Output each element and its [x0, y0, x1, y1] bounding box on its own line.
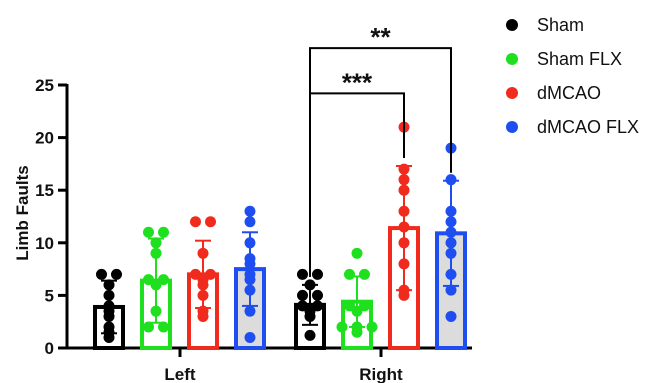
data-point — [205, 268, 216, 280]
significance-brackets: ***** — [309, 22, 452, 277]
legend-label: Sham FLX — [537, 49, 622, 69]
data-point — [351, 321, 363, 333]
data-point — [312, 300, 323, 312]
data-point — [366, 321, 378, 333]
data-point — [445, 216, 457, 228]
data-points — [96, 121, 457, 343]
significance-bracket — [309, 47, 452, 277]
data-point — [297, 300, 308, 312]
data-point — [445, 226, 457, 238]
data-point — [143, 321, 154, 333]
data-point — [143, 226, 154, 238]
data-point — [244, 237, 256, 249]
data-point — [96, 268, 107, 280]
legend-marker — [506, 19, 518, 31]
data-point — [244, 253, 256, 265]
data-point — [344, 268, 355, 280]
data-point — [103, 289, 115, 301]
y-tick-label: 10 — [35, 234, 54, 253]
y-axis-title: Limb Faults — [13, 165, 32, 260]
data-point — [244, 331, 256, 343]
data-point — [336, 321, 348, 333]
data-point — [445, 247, 457, 259]
legend-marker — [506, 121, 518, 133]
data-point — [445, 310, 457, 322]
legend: Sham Sham FLX dMCAO dMCAO FLX — [506, 15, 639, 137]
data-point — [297, 289, 308, 301]
data-point — [150, 237, 162, 249]
y-axis: 0 5 10 15 20 25 — [35, 76, 69, 358]
data-point — [244, 216, 256, 228]
data-point — [304, 279, 316, 291]
data-point — [445, 237, 457, 249]
data-point — [398, 174, 410, 186]
y-tick-label: 15 — [35, 181, 54, 200]
y-tick-label: 25 — [35, 76, 54, 95]
data-point — [398, 284, 410, 296]
y-tick-label: 20 — [35, 129, 54, 148]
x-axis: Left Right — [65, 346, 472, 383]
data-point — [304, 329, 316, 341]
legend-label: dMCAO — [537, 83, 601, 103]
data-point — [150, 305, 162, 317]
data-point — [103, 321, 115, 333]
data-point — [344, 300, 355, 312]
data-point — [359, 268, 370, 280]
data-point — [103, 279, 115, 291]
x-tick-label: Right — [359, 365, 403, 383]
data-point — [244, 268, 256, 280]
data-point — [445, 205, 457, 217]
data-point — [244, 205, 256, 217]
data-point — [190, 216, 201, 228]
data-point — [197, 305, 209, 317]
data-point — [398, 221, 410, 233]
legend-label: Sham — [537, 15, 584, 35]
legend-label: dMCAO FLX — [537, 117, 639, 137]
data-point — [158, 321, 169, 333]
data-point — [398, 237, 410, 249]
data-point — [244, 305, 256, 317]
y-tick-label: 5 — [45, 286, 54, 305]
legend-marker — [506, 87, 518, 99]
data-point — [158, 226, 169, 238]
data-point — [398, 205, 410, 217]
data-point — [111, 268, 122, 280]
data-point — [150, 247, 162, 259]
data-point — [359, 300, 370, 312]
y-tick-label: 0 — [45, 339, 54, 358]
data-point — [197, 247, 209, 259]
data-point — [297, 268, 308, 280]
data-point — [445, 174, 457, 186]
legend-marker — [506, 53, 518, 65]
x-tick-label: Left — [164, 365, 196, 383]
data-point — [398, 184, 410, 196]
data-point — [158, 274, 169, 286]
data-point — [190, 268, 201, 280]
significance-label: *** — [342, 67, 373, 97]
data-point — [445, 284, 457, 296]
data-point — [143, 274, 154, 286]
data-point — [103, 300, 115, 312]
data-point — [312, 268, 323, 280]
data-point — [244, 284, 256, 296]
data-point — [351, 247, 363, 259]
data-point — [312, 289, 323, 301]
data-point — [205, 216, 216, 228]
data-point — [197, 289, 209, 301]
significance-label: ** — [370, 22, 391, 52]
data-point — [398, 258, 410, 270]
data-point — [398, 163, 410, 175]
data-point — [445, 268, 457, 280]
